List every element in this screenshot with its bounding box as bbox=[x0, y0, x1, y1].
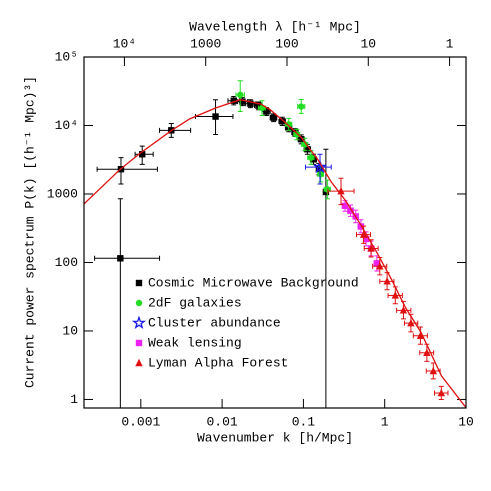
marker bbox=[230, 97, 237, 104]
marker bbox=[317, 171, 324, 178]
y-tick-label: 10⁵ bbox=[55, 49, 78, 64]
marker bbox=[117, 255, 124, 262]
marker bbox=[298, 103, 305, 110]
marker bbox=[357, 223, 365, 230]
marker bbox=[399, 306, 408, 314]
x-axis-label: Wavenumber k [h/Mpc] bbox=[197, 430, 353, 445]
marker bbox=[239, 98, 246, 105]
marker bbox=[139, 151, 146, 158]
marker bbox=[391, 291, 400, 299]
top-tick-label: 1000 bbox=[190, 36, 221, 51]
x-error-bar bbox=[159, 127, 192, 133]
y-error-bar bbox=[117, 198, 123, 408]
y-tick-label: 100 bbox=[55, 255, 78, 270]
legend-item: Lyman Alpha Forest bbox=[135, 355, 288, 370]
marker bbox=[429, 366, 437, 375]
marker bbox=[135, 279, 143, 287]
y-tick-label: 1000 bbox=[47, 186, 78, 201]
marker bbox=[285, 121, 292, 128]
marker bbox=[347, 207, 354, 214]
legend-item: 2dF galaxies bbox=[135, 295, 242, 310]
marker bbox=[279, 118, 286, 125]
plot-frame bbox=[83, 56, 467, 409]
marker bbox=[416, 331, 425, 339]
marker bbox=[135, 339, 143, 347]
marker bbox=[437, 388, 446, 397]
marker bbox=[373, 260, 381, 267]
top-tick-label: 10 bbox=[360, 36, 376, 51]
marker bbox=[298, 136, 305, 143]
legend-label: 2dF galaxies bbox=[148, 295, 242, 310]
marker bbox=[341, 202, 349, 210]
plot-area bbox=[84, 80, 466, 408]
x-tick-label: 0.001 bbox=[121, 414, 160, 429]
x-error-bar bbox=[96, 166, 158, 172]
marker bbox=[315, 166, 323, 173]
marker bbox=[359, 230, 368, 238]
marker bbox=[383, 277, 391, 285]
marker bbox=[304, 146, 311, 153]
y-tick-label: 1 bbox=[70, 392, 78, 407]
top-axis-label: Wavelength λ [h⁻¹ Mpc] bbox=[189, 19, 361, 34]
marker bbox=[362, 235, 370, 243]
legend-item: Weak lensing bbox=[135, 335, 242, 350]
x-tick-label: 0.1 bbox=[292, 414, 316, 429]
marker bbox=[270, 114, 277, 121]
theory-curve bbox=[84, 99, 466, 408]
top-tick-label: 10⁴ bbox=[113, 36, 136, 51]
y-tick-label: 10⁴ bbox=[55, 118, 78, 133]
legend-item: Cluster abundance bbox=[131, 315, 281, 330]
marker bbox=[135, 299, 143, 307]
x-error-bar bbox=[94, 255, 161, 261]
x-error-bar bbox=[304, 164, 332, 170]
marker bbox=[407, 318, 415, 327]
marker bbox=[307, 154, 315, 161]
marker bbox=[263, 108, 270, 115]
legend-label: Cluster abundance bbox=[148, 315, 281, 330]
y-tick-label: 10 bbox=[62, 323, 78, 338]
top-tick-label: 1 bbox=[446, 36, 454, 51]
marker bbox=[135, 358, 143, 367]
marker bbox=[293, 131, 301, 138]
legend-item: Cosmic Microwave Background bbox=[135, 275, 359, 290]
top-tick-label: 100 bbox=[275, 36, 298, 51]
x-tick-label: 10 bbox=[458, 414, 474, 429]
y-axis-label: Current power spectrum P(k) [(h⁻¹ Mpc)³] bbox=[22, 76, 37, 388]
marker bbox=[247, 100, 254, 107]
marker bbox=[301, 141, 308, 148]
marker bbox=[237, 91, 244, 99]
legend-label: Cosmic Microwave Background bbox=[148, 275, 359, 290]
legend-label: Lyman Alpha Forest bbox=[148, 355, 288, 370]
marker bbox=[312, 159, 328, 174]
marker bbox=[376, 262, 384, 270]
marker bbox=[423, 348, 431, 356]
x-tick-label: 0.01 bbox=[207, 414, 238, 429]
legend-label: Weak lensing bbox=[148, 335, 242, 350]
x-tick-label: 1 bbox=[381, 414, 389, 429]
marker bbox=[212, 113, 219, 120]
marker bbox=[367, 244, 375, 252]
marker bbox=[131, 315, 147, 330]
